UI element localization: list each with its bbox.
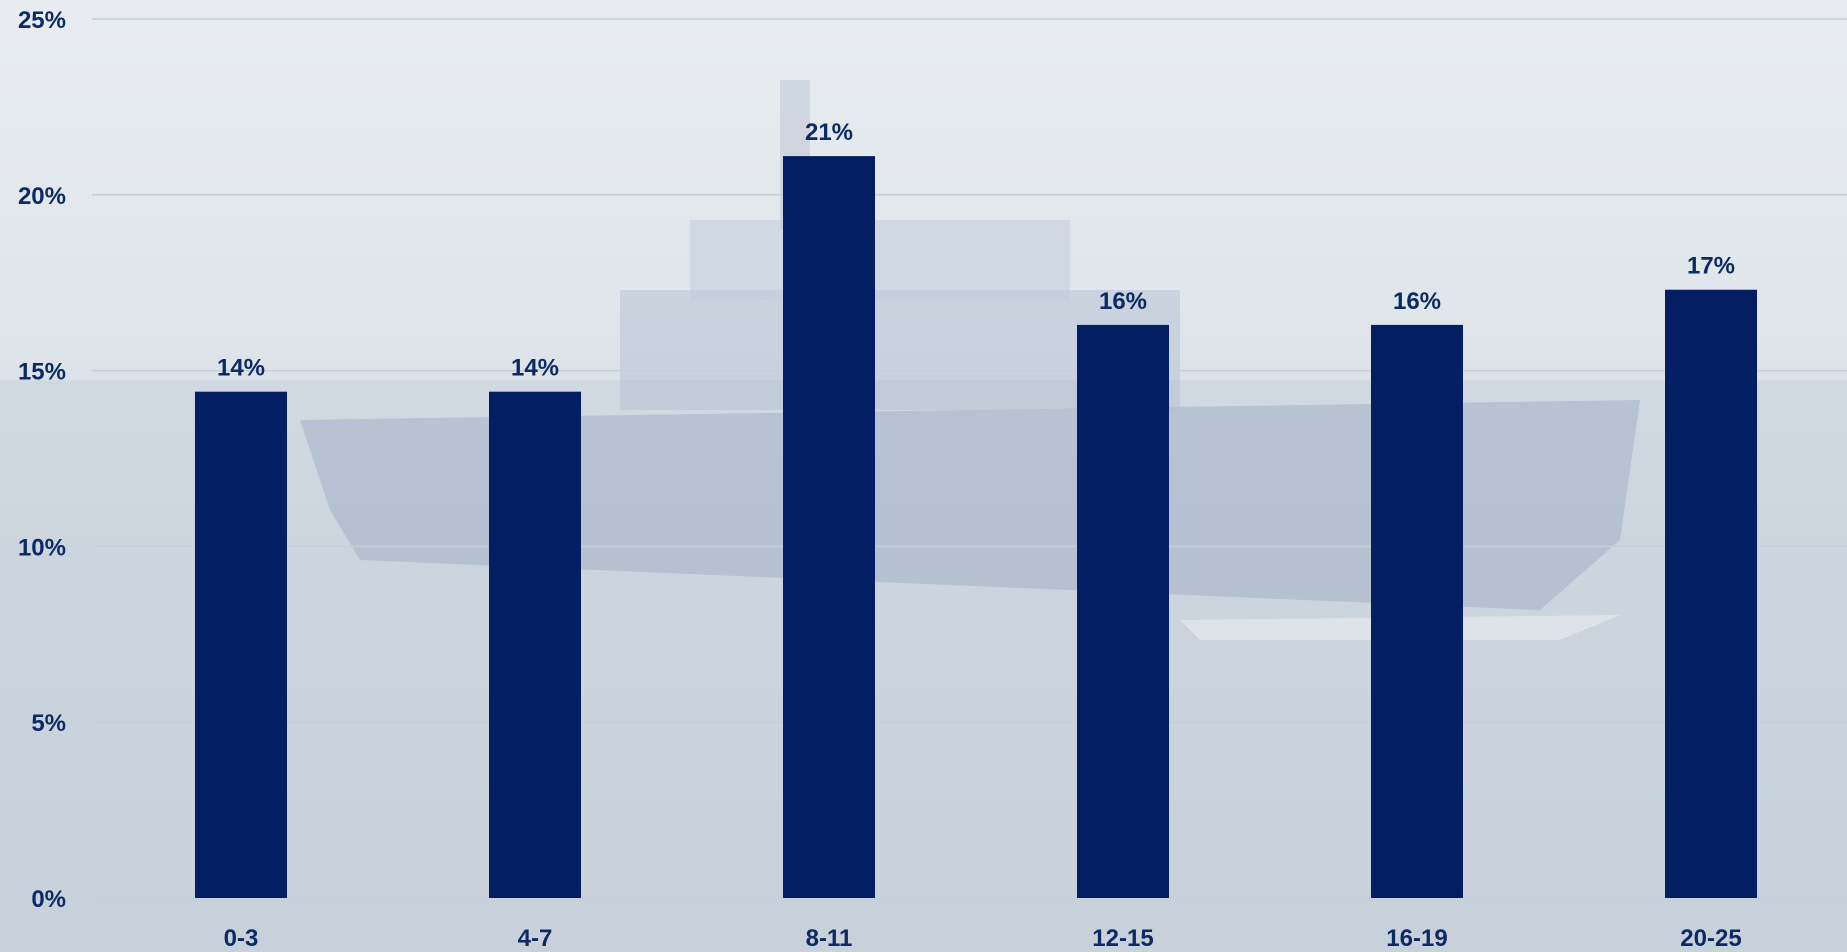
data-label: 14% [511, 355, 559, 382]
y-tick-label: 0% [31, 886, 66, 913]
bar [1371, 324, 1463, 899]
x-axis-tick-labels: 0-3 4-7 8-11 12-15 16-19 20-25 [224, 925, 1742, 952]
y-tick-label: 15% [18, 359, 66, 386]
gridlines [92, 18, 1847, 899]
y-tick-label: 20% [18, 183, 66, 210]
x-tick-label: 16-19 [1386, 925, 1447, 952]
bar [783, 156, 875, 898]
x-tick-label: 8-11 [806, 925, 853, 952]
data-label: 16% [1393, 288, 1441, 315]
data-label: 16% [1099, 288, 1147, 315]
bar [1665, 289, 1757, 898]
data-label: 21% [805, 119, 853, 146]
y-tick-label: 25% [18, 7, 66, 34]
x-tick-label: 4-7 [518, 925, 553, 952]
x-tick-label: 20-25 [1680, 925, 1741, 952]
data-labels: 14% 14% 21% 16% 16% 17% [217, 119, 1735, 382]
bar [1077, 324, 1169, 899]
bar [195, 391, 287, 898]
bars [195, 156, 1757, 899]
y-tick-label: 5% [31, 710, 66, 737]
data-label: 14% [217, 355, 265, 382]
bar [489, 391, 581, 898]
y-tick-label: 10% [18, 534, 66, 561]
x-tick-label: 0-3 [224, 925, 259, 952]
y-axis-tick-labels: 0% 5% 10% 15% 20% 25% [18, 7, 66, 913]
x-tick-label: 12-15 [1092, 925, 1153, 952]
data-label: 17% [1687, 253, 1735, 280]
